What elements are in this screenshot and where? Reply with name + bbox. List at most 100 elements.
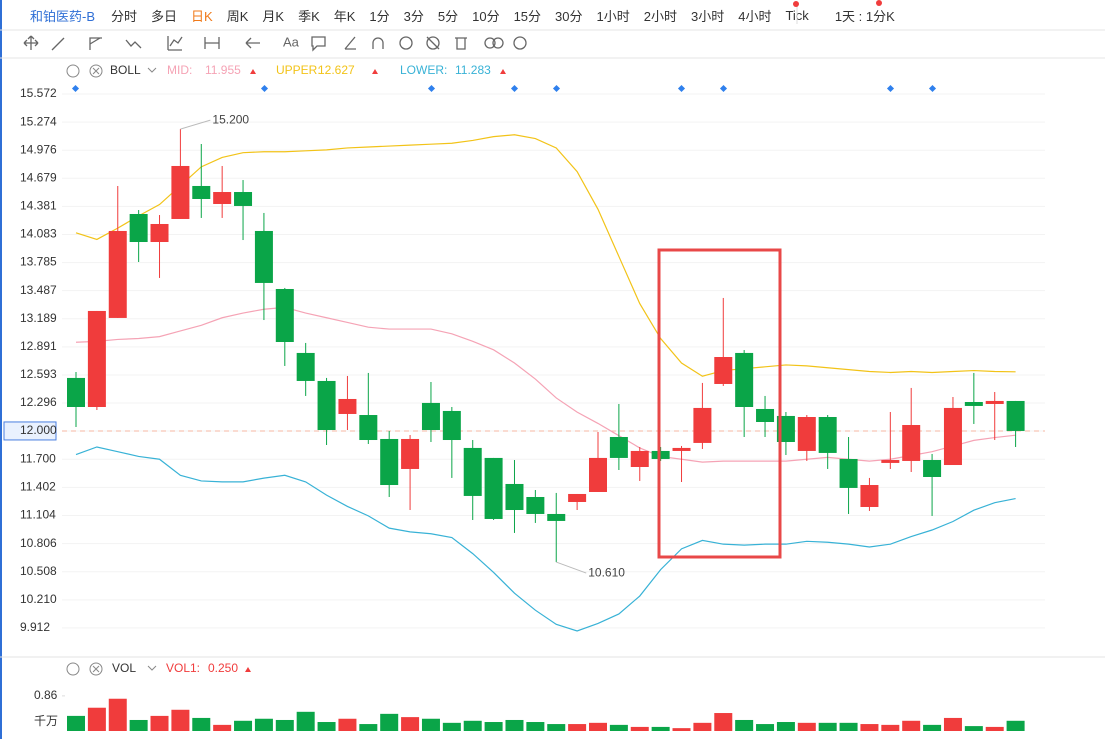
volume-bar [484, 722, 503, 731]
period-tab[interactable]: 多日 [151, 8, 178, 24]
sync-tool[interactable] [399, 36, 413, 50]
volume-bar [526, 722, 545, 731]
drawing-tools[interactable] [23, 35, 527, 52]
period-tab[interactable]: 季K [298, 8, 320, 24]
channel-tool[interactable] [89, 37, 102, 50]
event-marker[interactable] [677, 84, 686, 93]
period-tab[interactable]: Tick [785, 7, 809, 23]
close-icon[interactable] [89, 64, 103, 78]
candle-body [108, 230, 127, 318]
candle-body [902, 425, 921, 461]
candle-body [651, 450, 670, 459]
period-tab[interactable]: 30分 [555, 8, 583, 24]
close-icon[interactable] [92, 67, 100, 75]
legend-arrow [372, 69, 378, 74]
y-tick-label: 10.508 [20, 564, 57, 578]
event-marker[interactable] [71, 84, 80, 93]
volume-bar [275, 719, 294, 731]
delete-tool[interactable] [455, 37, 467, 50]
period-tab[interactable]: 1分 [369, 8, 390, 24]
volume-bar [1006, 720, 1025, 731]
y-tick-label: 10.210 [20, 592, 57, 606]
settings-icon[interactable] [66, 662, 80, 676]
event-marker[interactable] [427, 84, 436, 93]
boll-line [75, 306, 1016, 463]
symbol[interactable]: 和铂医药-B [30, 8, 96, 24]
hide-tool[interactable] [426, 36, 440, 50]
period-tab[interactable]: 分时 [111, 8, 138, 24]
y-tick-label: 10.806 [20, 536, 57, 550]
settings-tool[interactable] [513, 36, 527, 50]
candle-body [150, 223, 169, 243]
period-tab[interactable]: 4小时 [738, 8, 772, 24]
event-marker[interactable] [260, 84, 269, 93]
y-tick-label: 14.679 [20, 170, 57, 184]
indicator-name: VOL [112, 661, 136, 675]
volume-bar [651, 726, 670, 731]
y-tick-label: 9.912 [20, 620, 50, 634]
period-tab[interactable]: 月K [262, 8, 285, 24]
dropdown-icon[interactable] [147, 665, 157, 671]
period-tab[interactable]: 3分 [403, 8, 424, 24]
event-marker[interactable] [719, 84, 728, 93]
volume-bar [254, 718, 273, 731]
period-tab[interactable]: 3小时 [690, 8, 725, 24]
event-marker[interactable] [886, 84, 895, 93]
text-tool[interactable]: Aa [283, 34, 300, 49]
volume-bar [943, 717, 962, 731]
y-tick-label: 14.976 [20, 142, 57, 156]
range-tool[interactable] [204, 37, 220, 49]
candle-body [839, 458, 858, 488]
event-marker[interactable] [928, 84, 937, 93]
y-tick-label: 15.274 [20, 114, 57, 128]
fib-tool[interactable] [167, 36, 183, 51]
range-select[interactable]: 1天 : 1分K [834, 8, 895, 24]
period-tab[interactable]: 2小时 [643, 8, 677, 24]
period-bar: 和铂医药-B 分时 多日 日K 周K 月K 季K 年K 1分 3分 5分 10分 15分 30分 1小时 2小… [0, 0, 1105, 30]
candle-body [484, 457, 503, 519]
period-tab[interactable]: 1小时 [596, 8, 630, 24]
period-tab[interactable]: 5分 [437, 8, 459, 24]
period-tab[interactable]: 年K [333, 8, 356, 24]
settings-icon[interactable] [66, 64, 80, 78]
legend-label: UPPER: [276, 63, 321, 77]
arrow-tool[interactable] [245, 37, 260, 49]
dropdown-icon[interactable] [147, 67, 157, 73]
volume-bar [609, 724, 628, 731]
event-marker[interactable] [552, 84, 561, 93]
volume-bar [756, 724, 775, 731]
event-markers[interactable] [71, 84, 937, 93]
volume-bar [213, 724, 232, 731]
magnet-tool[interactable] [372, 37, 384, 49]
legend-value: 12.627 [318, 63, 355, 77]
y-tick-label: 14.381 [20, 199, 57, 213]
volume-bar [67, 715, 85, 731]
pane-controls[interactable] [66, 64, 157, 676]
candle-body [359, 415, 378, 441]
period-tab[interactable]: 周K [226, 8, 249, 24]
move-tool[interactable] [23, 35, 39, 50]
candle-body [547, 513, 566, 521]
hide-tool[interactable] [426, 36, 440, 50]
period-tab[interactable]: 15分 [513, 8, 542, 24]
compare-tool[interactable] [492, 37, 504, 49]
close-icon[interactable] [89, 662, 103, 676]
candle-body [923, 460, 942, 477]
event-marker[interactable] [510, 84, 519, 93]
volume-bar [338, 718, 357, 731]
candle-body [171, 165, 190, 219]
note-tool[interactable] [311, 36, 326, 52]
y-tick-label: 11.700 [20, 451, 56, 465]
period-tab[interactable]: 日K [191, 8, 213, 24]
period-tab[interactable]: 10分 [472, 8, 500, 24]
wave-tool[interactable] [125, 39, 142, 49]
angle-tool[interactable] [344, 36, 356, 50]
candle-body [630, 450, 649, 467]
close-icon[interactable] [92, 665, 100, 673]
volume-bar [735, 719, 754, 731]
compare-tool[interactable] [484, 37, 496, 49]
volume-bar [401, 717, 420, 731]
candle-body [254, 230, 273, 283]
line-tool[interactable] [51, 37, 65, 51]
